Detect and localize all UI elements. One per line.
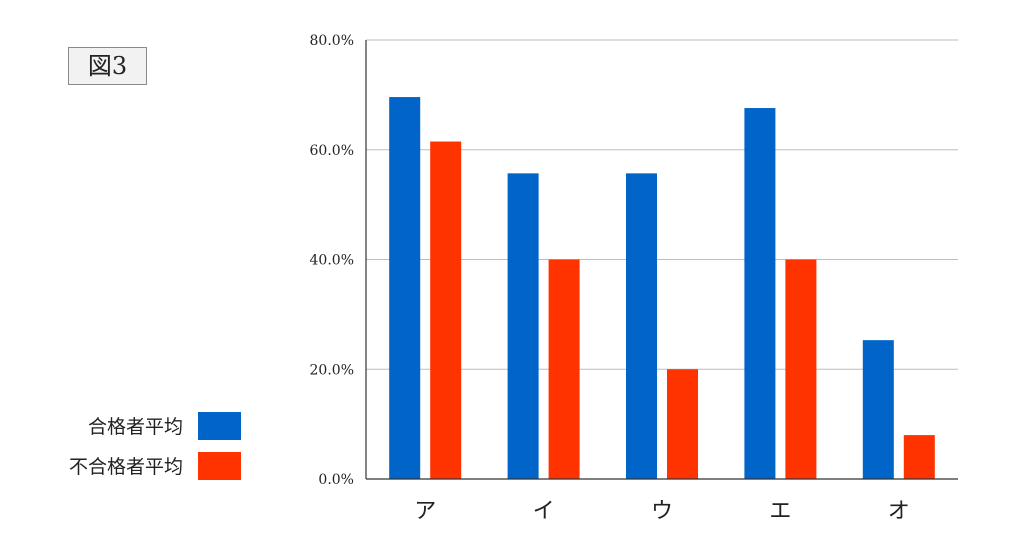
x-category-label: イ — [533, 499, 555, 524]
x-category-label: オ — [888, 499, 910, 524]
bar-fail — [903, 435, 935, 479]
bar-fail — [430, 141, 462, 480]
y-tick-label: 80.0% — [310, 33, 354, 49]
bar-pass — [507, 173, 539, 479]
x-category-label: ア — [414, 499, 436, 524]
y-tick-label: 60.0% — [310, 143, 354, 159]
bar-fail — [785, 259, 817, 479]
legend-swatch — [198, 452, 241, 480]
grid-lines — [366, 39, 958, 370]
figure-label: 図3 — [68, 47, 147, 85]
y-tick-label: 20.0% — [310, 362, 354, 378]
x-category-label: ウ — [651, 499, 673, 524]
legend-label: 不合格者平均 — [69, 456, 183, 478]
y-tick-label: 0.0% — [318, 472, 354, 488]
bar-pass — [862, 340, 894, 479]
bar-pass — [389, 97, 421, 479]
y-tick-label: 40.0% — [310, 253, 354, 269]
x-category-label: エ — [769, 499, 791, 524]
legend-swatch — [198, 412, 241, 440]
y-tick-labels: 0.0% 20.0% 40.0% 60.0% 80.0% — [310, 33, 354, 488]
bar-fail — [667, 369, 698, 479]
axes — [365, 40, 958, 480]
legend-label: 合格者平均 — [88, 416, 183, 438]
bar-fail — [548, 259, 580, 479]
bar-pass — [626, 173, 657, 479]
bars — [389, 97, 935, 480]
bar-pass — [744, 108, 776, 480]
x-category-labels: アイウエオ — [414, 499, 910, 524]
